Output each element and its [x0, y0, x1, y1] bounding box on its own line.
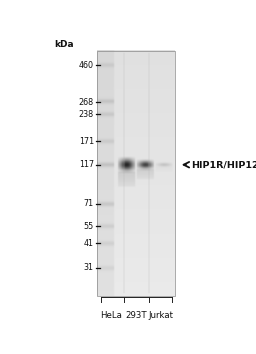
Text: 31: 31	[84, 263, 94, 272]
Text: 171: 171	[79, 137, 94, 146]
Text: HIP1R/HIP12: HIP1R/HIP12	[191, 160, 256, 169]
Text: 460: 460	[79, 61, 94, 70]
Text: 117: 117	[79, 160, 94, 169]
Bar	[98, 51, 175, 296]
Text: 71: 71	[84, 200, 94, 209]
Text: 41: 41	[84, 239, 94, 248]
Text: 293T: 293T	[125, 311, 147, 320]
Text: 238: 238	[79, 110, 94, 119]
Text: Jurkat: Jurkat	[148, 311, 173, 320]
Text: 55: 55	[84, 222, 94, 230]
Text: 268: 268	[79, 98, 94, 107]
Text: kDa: kDa	[54, 40, 73, 49]
Text: HeLa: HeLa	[100, 311, 122, 320]
